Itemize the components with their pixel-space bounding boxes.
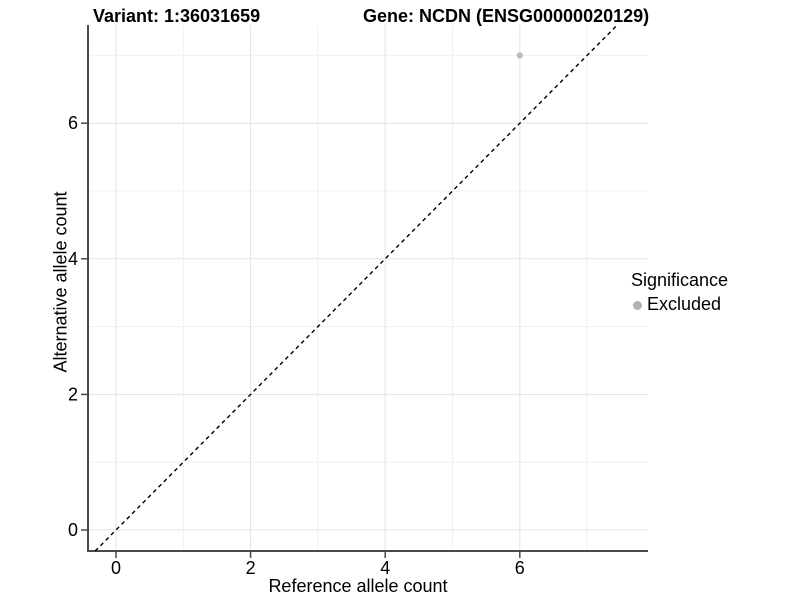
data-point <box>516 52 523 59</box>
identity-line <box>94 24 618 552</box>
plot-title-gene: Gene: NCDN (ENSG00000020129) <box>363 6 650 26</box>
legend-item-label: Excluded <box>647 294 722 314</box>
legend-item-excluded: Excluded <box>631 294 728 315</box>
y-tick-label: 2 <box>68 384 78 404</box>
y-axis-title: Alternative allele count <box>50 191 71 373</box>
x-axis-title: Reference allele count <box>268 576 448 596</box>
x-tick-label: 6 <box>515 558 525 578</box>
x-tick-label: 0 <box>111 558 121 578</box>
legend-title: Significance <box>631 270 729 290</box>
y-tick-label: 0 <box>68 520 78 540</box>
x-tick-label: 2 <box>246 558 256 578</box>
y-tick-label: 6 <box>68 113 78 133</box>
plot-title-variant: Variant: 1:36031659 <box>93 6 261 26</box>
y-tick-label: 4 <box>68 249 78 269</box>
legend-point-icon <box>633 300 642 310</box>
legend: Significance Excluded <box>631 270 728 315</box>
x-tick-label: 4 <box>380 558 390 578</box>
